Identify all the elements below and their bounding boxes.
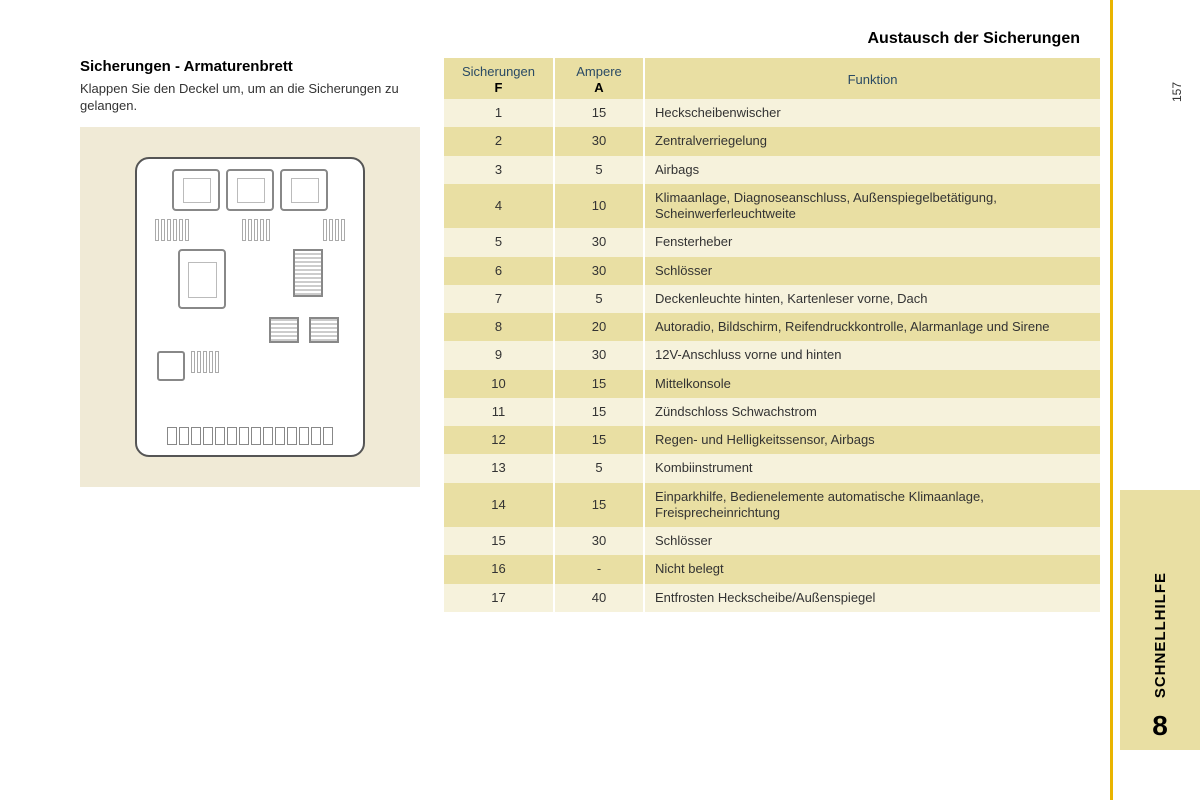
fuse-ampere: 15 — [554, 483, 644, 528]
table-row: 1530Schlösser — [444, 527, 1100, 555]
fuse-ampere: 30 — [554, 127, 644, 155]
fuse-number: 5 — [444, 228, 554, 256]
fuse-ampere: 5 — [554, 454, 644, 482]
fuse-function: Mittelkonsole — [644, 370, 1100, 398]
fuse-function: Einparkhilfe, Bedienelemente automatisch… — [644, 483, 1100, 528]
fuse-table: Sicherungen F Ampere A Funktion 115Hecks… — [444, 58, 1100, 612]
fuse-number: 8 — [444, 313, 554, 341]
fuse-function: Heckscheibenwischer — [644, 99, 1100, 127]
table-row: 16-Nicht belegt — [444, 555, 1100, 583]
table-row: 93012V-Anschluss vorne und hinten — [444, 341, 1100, 369]
col2-sub: A — [563, 80, 635, 96]
fuse-number: 1 — [444, 99, 554, 127]
section-title: Sicherungen - Armaturenbrett — [80, 58, 420, 75]
fuse-ampere: 30 — [554, 527, 644, 555]
fuse-number: 14 — [444, 483, 554, 528]
side-rail: 157 SCHNELLHILFE 8 — [1110, 0, 1200, 800]
table-row: 35Airbags — [444, 156, 1100, 184]
table-row: 1215Regen- und Helligkeitssensor, Airbag… — [444, 426, 1100, 454]
col-header-ampere: Ampere A — [554, 58, 644, 99]
fuse-function: Zentralverriegelung — [644, 127, 1100, 155]
fuse-ampere: 15 — [554, 426, 644, 454]
fuse-function: Autoradio, Bildschirm, Reifendruckkontro… — [644, 313, 1100, 341]
page-title: Austausch der Sicherungen — [80, 30, 1100, 48]
table-row: 230Zentralverriegelung — [444, 127, 1100, 155]
fusebox-diagram — [80, 127, 420, 487]
table-row: 410Klimaanlage, Diagnoseanschluss, Außen… — [444, 184, 1100, 229]
fuse-function: Deckenleuchte hinten, Kartenleser vorne,… — [644, 285, 1100, 313]
fuse-function: Schlösser — [644, 257, 1100, 285]
fuse-ampere: - — [554, 555, 644, 583]
fuse-number: 9 — [444, 341, 554, 369]
fuse-function: Airbags — [644, 156, 1100, 184]
fuse-number: 3 — [444, 156, 554, 184]
page: Austausch der Sicherungen Sicherungen - … — [0, 0, 1100, 780]
fuse-function: Zündschloss Schwachstrom — [644, 398, 1100, 426]
left-column: Sicherungen - Armaturenbrett Klappen Sie… — [80, 58, 420, 612]
table-row: 1115Zündschloss Schwachstrom — [444, 398, 1100, 426]
fuse-ampere: 5 — [554, 156, 644, 184]
fusebox-illustration — [135, 157, 365, 457]
fuse-ampere: 15 — [554, 370, 644, 398]
fuse-number: 13 — [444, 454, 554, 482]
fuse-ampere: 40 — [554, 584, 644, 612]
fuse-function: Klimaanlage, Diagnoseanschluss, Außenspi… — [644, 184, 1100, 229]
fuse-ampere: 30 — [554, 228, 644, 256]
fuse-ampere: 15 — [554, 99, 644, 127]
table-row: 630Schlösser — [444, 257, 1100, 285]
fuse-ampere: 5 — [554, 285, 644, 313]
col1-label: Sicherungen — [462, 64, 535, 79]
fuse-ampere: 10 — [554, 184, 644, 229]
fuse-ampere: 30 — [554, 257, 644, 285]
fuse-function: Entfrosten Heckscheibe/Außenspiegel — [644, 584, 1100, 612]
fuse-number: 10 — [444, 370, 554, 398]
fuse-number: 16 — [444, 555, 554, 583]
content-area: Sicherungen - Armaturenbrett Klappen Sie… — [80, 58, 1100, 612]
fuse-ampere: 15 — [554, 398, 644, 426]
chapter-tab: SCHNELLHILFE 8 — [1120, 490, 1200, 750]
fuse-number: 4 — [444, 184, 554, 229]
col-header-fuse: Sicherungen F — [444, 58, 554, 99]
col3-label: Funktion — [848, 72, 898, 87]
col-header-function: Funktion — [644, 58, 1100, 99]
chapter-number: 8 — [1152, 710, 1168, 742]
table-row: 1015Mittelkonsole — [444, 370, 1100, 398]
fuse-ampere: 30 — [554, 341, 644, 369]
fuse-number: 2 — [444, 127, 554, 155]
table-row: 530Fensterheber — [444, 228, 1100, 256]
col1-sub: F — [452, 80, 545, 96]
section-label: SCHNELLHILFE — [1152, 572, 1169, 698]
table-row: 1415Einparkhilfe, Bedienelemente automat… — [444, 483, 1100, 528]
section-description: Klappen Sie den Deckel um, um an die Sic… — [80, 81, 420, 115]
right-column: Sicherungen F Ampere A Funktion 115Hecks… — [444, 58, 1100, 612]
table-row: 820Autoradio, Bildschirm, Reifendruckkon… — [444, 313, 1100, 341]
fuse-ampere: 20 — [554, 313, 644, 341]
fuse-function: 12V-Anschluss vorne und hinten — [644, 341, 1100, 369]
fuse-function: Kombiinstrument — [644, 454, 1100, 482]
table-row: 1740Entfrosten Heckscheibe/Außenspiegel — [444, 584, 1100, 612]
fuse-function: Nicht belegt — [644, 555, 1100, 583]
table-row: 75Deckenleuchte hinten, Kartenleser vorn… — [444, 285, 1100, 313]
fuse-function: Schlösser — [644, 527, 1100, 555]
fuse-number: 11 — [444, 398, 554, 426]
table-row: 135Kombiinstrument — [444, 454, 1100, 482]
fuse-function: Regen- und Helligkeitssensor, Airbags — [644, 426, 1100, 454]
fuse-number: 15 — [444, 527, 554, 555]
fuse-number: 6 — [444, 257, 554, 285]
fuse-number: 12 — [444, 426, 554, 454]
fuse-number: 7 — [444, 285, 554, 313]
page-number: 157 — [1170, 82, 1184, 102]
table-row: 115Heckscheibenwischer — [444, 99, 1100, 127]
fuse-number: 17 — [444, 584, 554, 612]
col2-label: Ampere — [576, 64, 622, 79]
fuse-function: Fensterheber — [644, 228, 1100, 256]
